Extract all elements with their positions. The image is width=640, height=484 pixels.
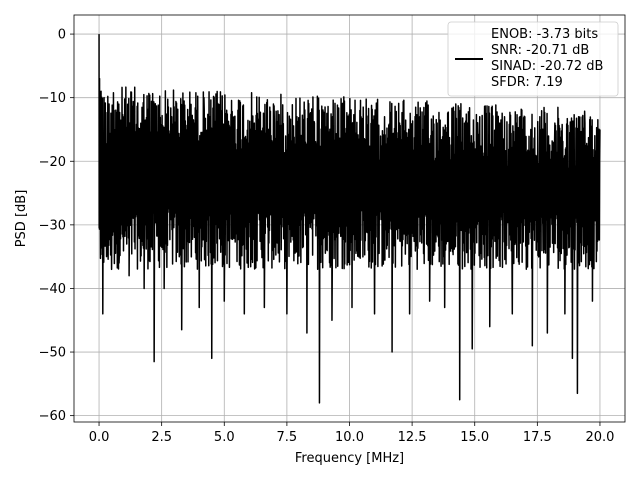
x-tick-label: 5.0 [214, 430, 235, 445]
plot-area [98, 34, 601, 404]
x-tick-label: 10.0 [335, 430, 364, 445]
y-tick-label: −60 [39, 409, 66, 424]
y-tick-label: −30 [39, 218, 66, 233]
legend-box [447, 21, 619, 97]
legend-snr: SNR: -20.71 dB [491, 43, 589, 58]
x-tick-label: 7.5 [277, 430, 298, 445]
y-tick-label: −50 [39, 346, 66, 361]
x-tick-label: 0.0 [89, 430, 110, 445]
y-axis-label: PSD [dB] [14, 190, 29, 248]
legend-sinad: SINAD: -20.72 dB [491, 59, 603, 74]
axis-ticks: 0.0 2.5 5.0 7.5 10.0 12.5 15.0 17.5 20.0 0 −10 −20 −… [39, 28, 615, 445]
x-axis-label: Frequency [MHz] [295, 451, 404, 466]
x-tick-label: 12.5 [398, 430, 427, 445]
x-tick-label: 15.0 [460, 430, 489, 445]
legend-enob: ENOB: -3.73 bits [491, 27, 598, 42]
y-tick-label: −10 [39, 91, 66, 106]
psd-series-line [98, 34, 601, 404]
x-tick-label: 2.5 [151, 430, 172, 445]
y-tick-label: 0 [58, 28, 66, 43]
y-tick-label: −40 [39, 282, 66, 297]
legend: ENOB: -3.73 bits SNR: -20.71 dB SINAD: -… [447, 21, 619, 97]
y-tick-label: −20 [39, 155, 66, 170]
x-tick-label: 20.0 [585, 430, 614, 445]
x-tick-label: 17.5 [523, 430, 552, 445]
legend-sfdr: SFDR: 7.19 [491, 75, 563, 90]
